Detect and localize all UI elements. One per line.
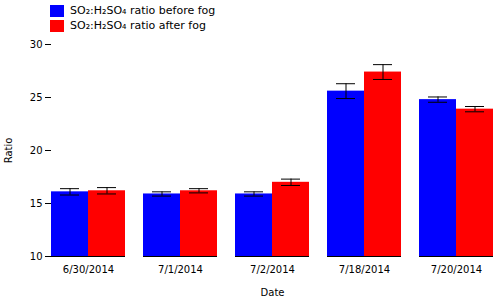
- svg-text:7/18/2014: 7/18/2014: [339, 264, 390, 275]
- svg-text:30: 30: [30, 39, 43, 50]
- svg-text:7/1/2014: 7/1/2014: [158, 264, 203, 275]
- svg-text:Date: Date: [261, 287, 285, 298]
- svg-text:10: 10: [30, 251, 43, 262]
- svg-text:25: 25: [30, 92, 43, 103]
- svg-text:Ratio: Ratio: [3, 138, 14, 164]
- svg-text:7/2/2014: 7/2/2014: [250, 264, 295, 275]
- html-text:SO₂:H₂SO₄ ratio before fog: SO₂:H₂SO₄ ratio before fog: [70, 4, 216, 17]
- svg-text:20: 20: [30, 145, 43, 156]
- svg-text:7/20/2014: 7/20/2014: [431, 264, 482, 275]
- svg-text:6/30/2014: 6/30/2014: [63, 264, 114, 275]
- svg-text:15: 15: [30, 198, 43, 209]
- html-text:SO₂:H₂SO₄ ratio after fog: SO₂:H₂SO₄ ratio after fog: [70, 19, 206, 32]
